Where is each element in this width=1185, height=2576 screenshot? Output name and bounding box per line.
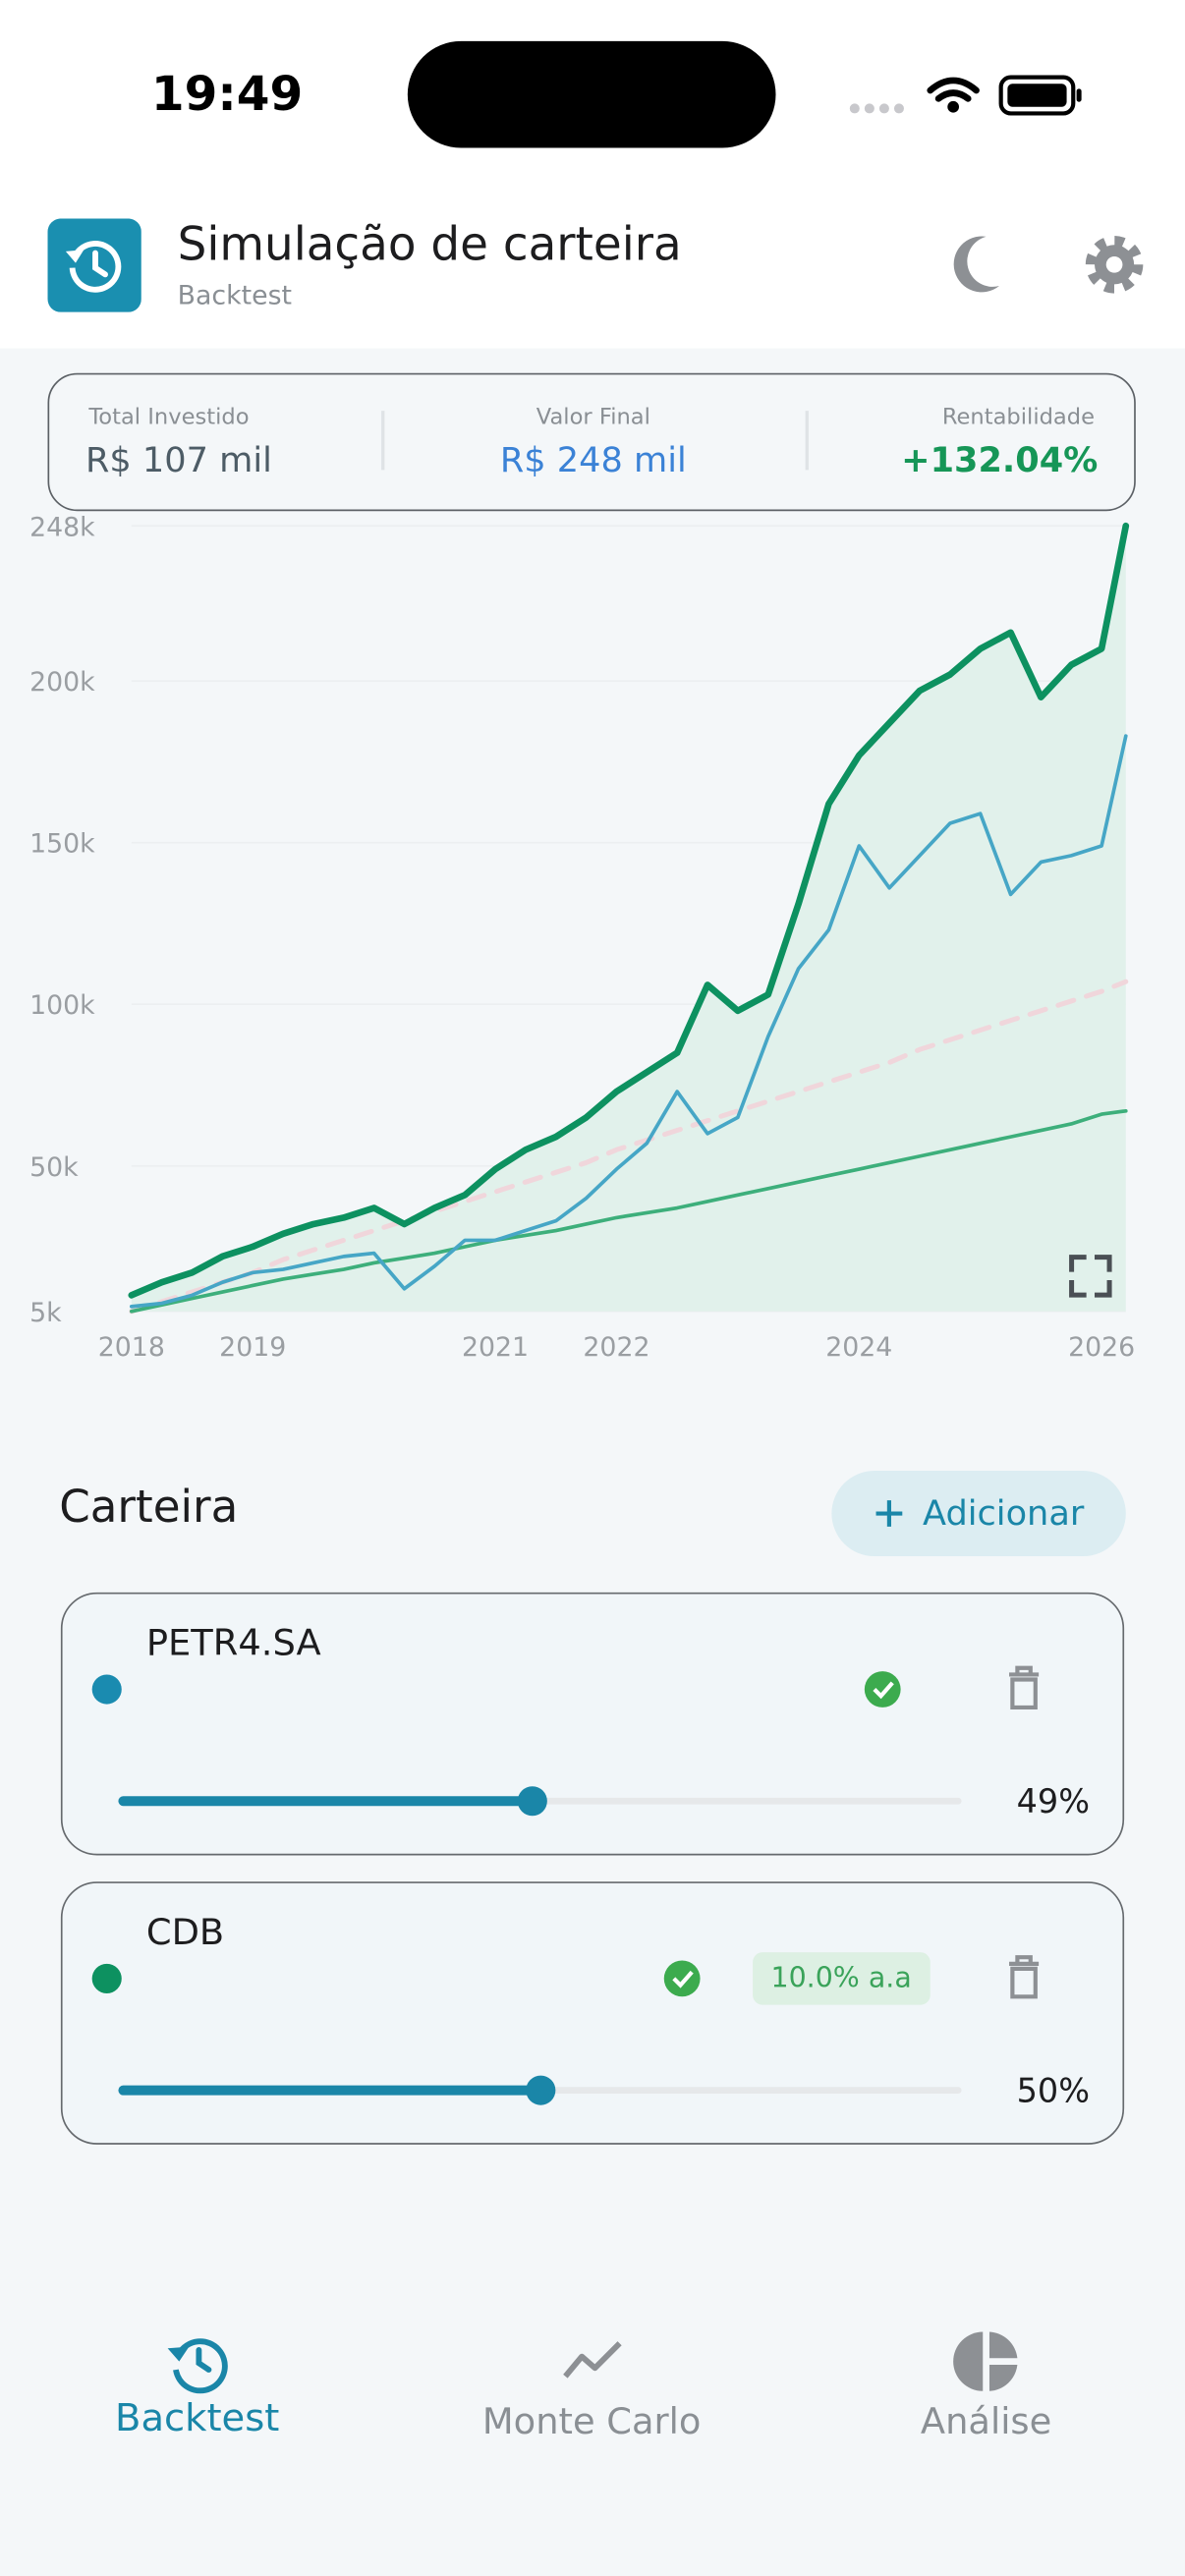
- series-line: [128, 522, 1130, 1299]
- check-mark: [672, 1970, 694, 1988]
- summary-value: +132.04%: [901, 440, 1099, 480]
- status-icons: [407, 40, 1082, 148]
- divider: [381, 411, 384, 471]
- asset-dot: [91, 1963, 122, 1993]
- y-tick-label: 150k: [29, 829, 95, 860]
- summary-label: Total Investido: [88, 404, 250, 431]
- nav-item[interactable]: Monte Carlo: [481, 2402, 702, 2444]
- slider-thumb[interactable]: [526, 2075, 556, 2105]
- y-tick-label: 5k: [29, 1298, 62, 1328]
- area: [131, 526, 1126, 1312]
- theme-toggle[interactable]: [953, 236, 999, 293]
- section-title: Carteira: [59, 1482, 239, 1534]
- series-line: [129, 734, 1128, 1309]
- weight-label: 49%: [1016, 1781, 1090, 1821]
- asset-name: CDB: [145, 1912, 225, 1954]
- x-tick-label: 2019: [219, 1332, 286, 1363]
- asset-dot: [91, 1674, 122, 1705]
- nav-icon[interactable]: [953, 2331, 1018, 2391]
- page-title: Simulação de carteira: [177, 216, 682, 271]
- summary-label: Rentabilidade: [941, 404, 1096, 431]
- add-button-label: Adicionar: [923, 1493, 1085, 1534]
- x-tick-label: 2022: [583, 1332, 649, 1363]
- asset-card: CDB 10.0% a.a 50%: [60, 1881, 1125, 2145]
- summary-value: R$ 107 mil: [85, 440, 272, 480]
- app-icon: [47, 218, 141, 312]
- header-actions[interactable]: [936, 230, 1150, 299]
- weight-label: 50%: [1016, 2070, 1090, 2110]
- y-tick-label: 248k: [29, 512, 95, 542]
- status-check: [663, 1960, 701, 1997]
- check-mark: [873, 1681, 894, 1700]
- rate-badge: 10.0% a.a: [753, 1952, 931, 2005]
- nav-icon[interactable]: [563, 2341, 622, 2379]
- nav-item[interactable]: Análise: [920, 2402, 1052, 2444]
- y-tick-label: 100k: [29, 990, 95, 1021]
- x-tick-label: 2026: [1068, 1332, 1135, 1363]
- summary-label: Valor Final: [536, 404, 650, 431]
- series-line: [129, 979, 1129, 1315]
- settings-button[interactable]: [1085, 236, 1144, 294]
- y-tick-label: 200k: [29, 667, 95, 698]
- chart: 5k 50k 100k 150k 200k 248k 2018 2019 2021 2022 202…: [29, 512, 1135, 1363]
- nav-icons: [167, 2331, 1018, 2394]
- slider-thumb[interactable]: [517, 1786, 547, 1817]
- x-tick-label: 2024: [825, 1332, 892, 1363]
- page-subtitle: Backtest: [177, 279, 293, 311]
- status-check: [864, 1671, 901, 1708]
- series-line: [129, 1108, 1128, 1314]
- plus-icon: [876, 1500, 903, 1527]
- asset-card: PETR4.SA 49%: [60, 1592, 1125, 1856]
- asset-name: PETR4.SA: [145, 1623, 321, 1665]
- nav-item[interactable]: Backtest: [115, 2397, 280, 2440]
- add-button[interactable]: Adicionar: [831, 1471, 1126, 1557]
- divider: [805, 411, 809, 471]
- asset-icons: [91, 1955, 1040, 2105]
- nav-icon[interactable]: [167, 2338, 228, 2394]
- fullscreen-button[interactable]: [1069, 1255, 1112, 1298]
- summary-card: Total Investido R$ 107 mil Valor Final R…: [47, 372, 1136, 512]
- delete-button[interactable]: [1009, 1955, 1040, 1999]
- summary-value: R$ 248 mil: [499, 440, 687, 480]
- asset-icons: [91, 1665, 1040, 1817]
- status-time: 19:49: [150, 65, 304, 122]
- delete-button[interactable]: [1009, 1665, 1040, 1710]
- y-tick-label: 50k: [29, 1152, 79, 1183]
- trash-icon: [1009, 1665, 1040, 1710]
- x-tick-label: 2021: [462, 1332, 529, 1363]
- trash-icon: [1009, 1955, 1040, 1999]
- x-tick-label: 2018: [98, 1332, 165, 1363]
